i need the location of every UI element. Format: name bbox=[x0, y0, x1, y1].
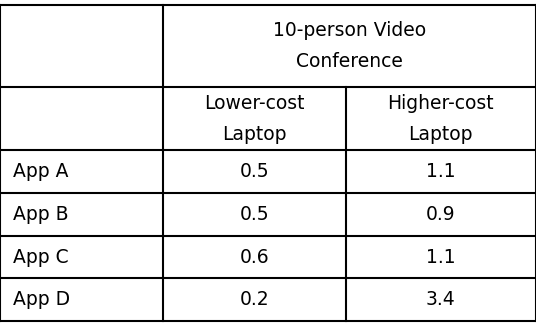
Text: 0.5: 0.5 bbox=[240, 162, 270, 181]
Text: App C: App C bbox=[13, 247, 69, 267]
Text: 0.6: 0.6 bbox=[240, 247, 270, 267]
Text: 3.4: 3.4 bbox=[426, 290, 456, 309]
Text: 0.5: 0.5 bbox=[240, 205, 270, 224]
Text: 1.1: 1.1 bbox=[426, 247, 456, 267]
Text: Lower-cost
Laptop: Lower-cost Laptop bbox=[204, 94, 305, 144]
Text: 10-person Video
Conference: 10-person Video Conference bbox=[273, 21, 426, 71]
Text: App D: App D bbox=[13, 290, 71, 309]
Text: 1.1: 1.1 bbox=[426, 162, 456, 181]
Text: 0.2: 0.2 bbox=[240, 290, 270, 309]
Text: App A: App A bbox=[13, 162, 69, 181]
Text: App B: App B bbox=[13, 205, 69, 224]
Text: 0.9: 0.9 bbox=[426, 205, 456, 224]
Text: Higher-cost
Laptop: Higher-cost Laptop bbox=[388, 94, 494, 144]
